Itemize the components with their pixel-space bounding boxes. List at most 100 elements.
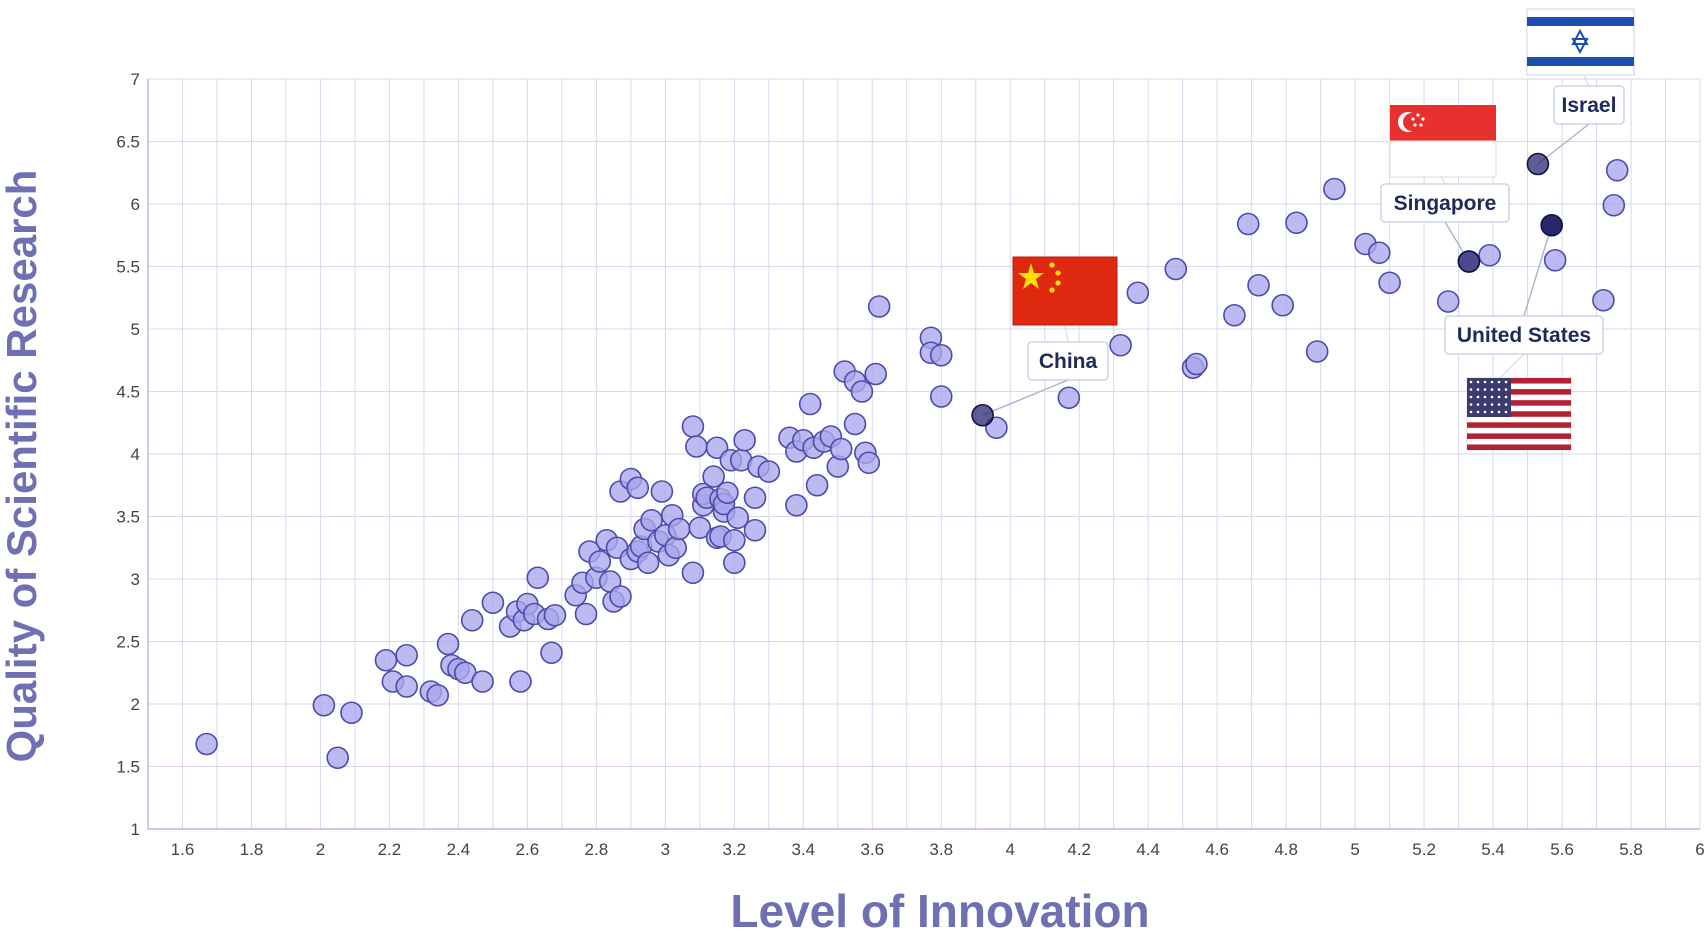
y-tick-label: 3.5: [116, 508, 140, 527]
x-tick-label: 5: [1350, 840, 1359, 859]
x-tick-label: 4.2: [1067, 840, 1091, 859]
flag-star: [1483, 388, 1487, 391]
data-point: [733, 428, 756, 452]
data-point: [526, 566, 550, 590]
flag-star: [1476, 403, 1480, 406]
flag-star: [1483, 395, 1487, 399]
axes: 1.6 1.8 2 2.2 2.4 2.6 2.8 3 3.2 3.4 3.6 3.8 4 4.2 4.4 4…: [116, 70, 1704, 859]
y-tick-label: 3: [131, 570, 140, 589]
y-tick-label: 6.5: [116, 133, 140, 152]
callout-leader-line: [1523, 225, 1553, 317]
callout-label: Israel: [1562, 94, 1617, 117]
y-tick-label: 4.5: [116, 383, 140, 402]
callout-label: United States: [1457, 324, 1591, 347]
flag-star: [1504, 410, 1508, 414]
data-point: [326, 746, 349, 770]
y-tick-label: 6: [131, 195, 140, 214]
data-point: [805, 473, 829, 497]
data-point: [426, 683, 450, 707]
data-point: [460, 608, 484, 632]
data-point: [1436, 290, 1460, 313]
flag-star: [1497, 403, 1501, 406]
x-tick-label: 2: [316, 840, 325, 859]
data-point: [867, 295, 891, 318]
x-tick-label: 5.4: [1481, 840, 1505, 859]
data-point: [312, 693, 336, 717]
data-point: [1271, 293, 1294, 317]
flag-star: [1490, 410, 1494, 414]
data-point: [664, 536, 687, 560]
flag-star: [1490, 380, 1494, 384]
y-tick-label: 2: [131, 695, 140, 714]
data-point: [1185, 352, 1208, 376]
x-tick-label: 2.2: [378, 840, 402, 859]
data-point: [850, 380, 874, 403]
data-point: [1057, 386, 1081, 410]
data-point: [785, 493, 808, 517]
callout-label: China: [1039, 350, 1098, 373]
data-point: [688, 516, 712, 540]
data-point: [1305, 340, 1329, 363]
data-point: [436, 632, 460, 656]
flag-star: [1497, 388, 1501, 391]
data-point: [864, 362, 888, 386]
data-point: [1543, 248, 1567, 272]
flag-star: [1483, 410, 1487, 414]
data-point: [1478, 243, 1501, 267]
y-axis-title: Quality of Scientific Research: [0, 169, 45, 763]
x-tick-label: 3.4: [791, 840, 815, 859]
flag-star: [1504, 380, 1508, 384]
callout-box: [1027, 341, 1109, 381]
flag-stripe: [1467, 378, 1571, 384]
x-tick-label: 1.8: [240, 840, 264, 859]
flag-star: [1497, 380, 1501, 384]
data-point: [726, 506, 750, 530]
data-point: [395, 643, 418, 667]
flag-star: [1504, 388, 1508, 391]
data-point: [843, 412, 867, 436]
y-tick-label: 1.5: [116, 758, 140, 777]
flag-star: [1497, 410, 1501, 414]
flag-stripe: [1467, 411, 1571, 417]
flag-stripe: [1467, 444, 1571, 450]
united-states-flag-icon: [1466, 377, 1572, 451]
flag-stripe: [1467, 422, 1571, 428]
y-tick-label: 2.5: [116, 633, 140, 652]
x-tick-label: 6: [1695, 840, 1704, 859]
flag-star: [1476, 380, 1480, 384]
x-tick-label: 4.6: [1205, 840, 1229, 859]
data-point: [650, 480, 674, 503]
callout-label: Singapore: [1394, 192, 1497, 215]
data-point: [1223, 303, 1246, 327]
callouts: China Israel Singapore United States: [971, 67, 1625, 427]
data-point: [716, 481, 739, 505]
y-tick-label: 1: [131, 820, 140, 839]
flag-star: [1504, 395, 1508, 399]
x-tick-label: 3.6: [860, 840, 884, 859]
singapore-flag-icon: [1389, 105, 1497, 178]
data-point: [702, 465, 725, 488]
flag-star: [1469, 380, 1473, 384]
y-tick-label: 4: [131, 445, 140, 464]
callout-box: [1553, 85, 1625, 125]
x-tick-label: 5.2: [1412, 840, 1436, 859]
flag-star: [1469, 410, 1473, 414]
x-tick-label: 3: [661, 840, 670, 859]
data-point: [667, 517, 691, 541]
x-tick-label: 3.2: [722, 840, 746, 859]
data-point: [681, 561, 705, 585]
y-tick-label: 5.5: [116, 258, 140, 277]
flag-star: [1483, 380, 1487, 384]
highlighted-data-point: [1457, 250, 1481, 273]
data-point: [757, 460, 781, 483]
china-flag-icon: [1012, 256, 1118, 326]
flag-star: [1490, 395, 1494, 399]
data-point: [395, 675, 418, 698]
flag-star: [1497, 395, 1501, 399]
callout-box: [1444, 315, 1604, 355]
data-point: [723, 551, 746, 575]
flag-star: [1476, 410, 1480, 414]
data-point: [929, 343, 953, 367]
data-point: [1602, 193, 1626, 217]
